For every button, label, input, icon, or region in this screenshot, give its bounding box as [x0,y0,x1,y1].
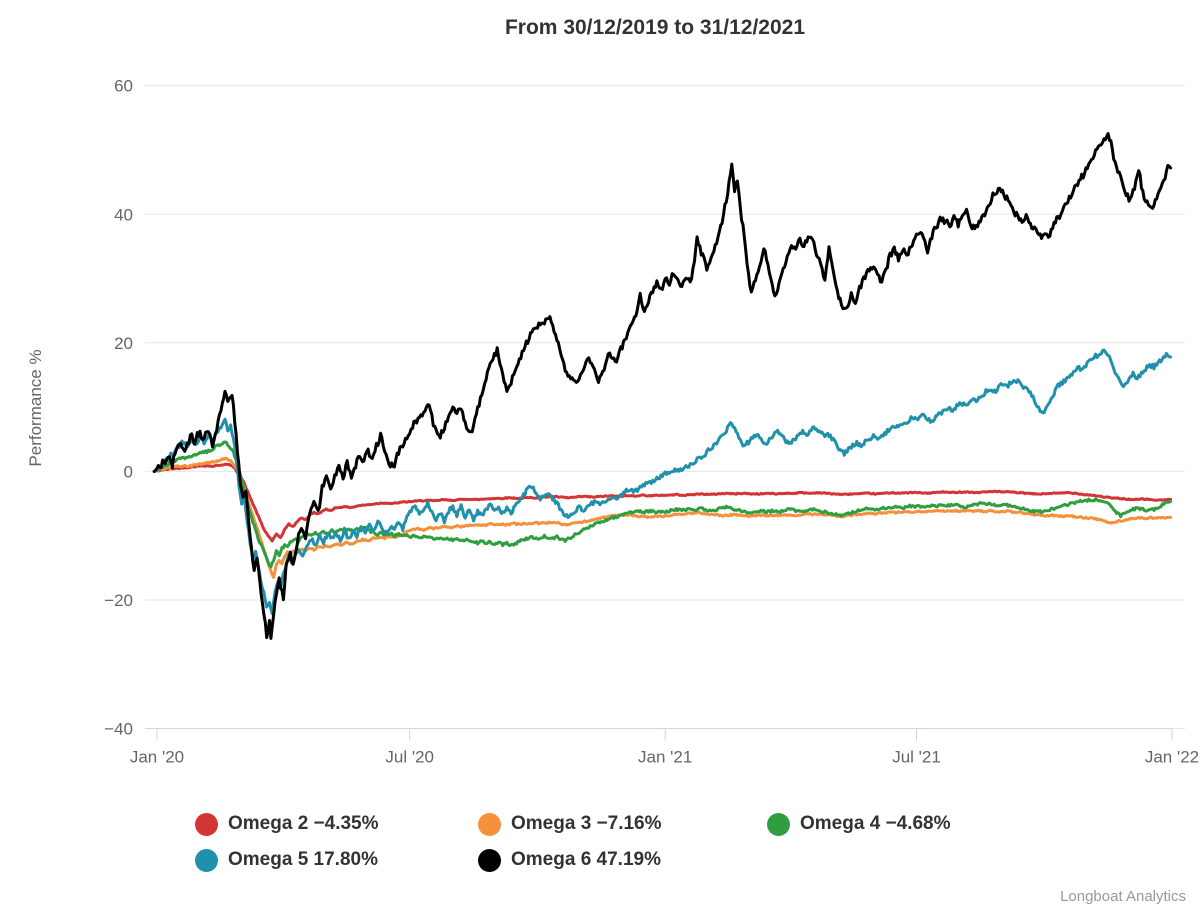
x-tick-label: Jul '21 [892,748,941,767]
legend-item-omega-2[interactable]: Omega 2 −4.35% [195,811,379,837]
y-tick-label: 20 [114,334,133,353]
x-tick-label: Jan '21 [638,748,692,767]
y-tick-label: 40 [114,205,133,224]
legend-marker-icon [195,848,218,872]
legend-item-omega-4[interactable]: Omega 4 −4.68% [767,811,951,837]
series-line-omega-3 [152,456,1173,579]
legend-label: Omega 3 −7.16% [511,813,662,834]
series-line-omega-2 [152,462,1173,543]
x-tick-label: Jan '22 [1145,748,1199,767]
legend-label: Omega 6 47.19% [511,849,661,870]
series-layer [152,132,1173,640]
chart-title: From 30/12/2019 to 31/12/2021 [504,16,806,39]
legend-marker-icon [478,812,501,836]
series-line-omega-6 [152,132,1173,640]
y-axis-title: Performance % [26,349,45,466]
legend-marker-icon [195,812,218,836]
y-tick-label: 0 [124,462,133,481]
legend-item-omega-5[interactable]: Omega 5 17.80% [195,847,378,873]
y-tick-label: −20 [104,591,133,610]
credits-link[interactable]: Longboat Analytics [1060,888,1186,905]
axis-layer: 60 40 20 0 −20 −40 Jan '20 Jul '20 Jan '21 Jul '2… [104,77,1199,767]
legend-label: Omega 5 17.80% [228,849,378,870]
y-tick-label: 60 [114,77,133,96]
x-tick-label: Jan '20 [130,748,184,767]
legend-label: Omega 2 −4.35% [228,813,379,834]
legend-label: Omega 4 −4.68% [800,813,951,834]
legend-marker-icon [767,812,790,836]
series-line-omega-4 [152,440,1173,569]
y-tick-label: −40 [104,720,133,739]
legend-marker-icon [478,848,501,872]
legend-item-omega-6[interactable]: Omega 6 47.19% [478,847,661,873]
series-line-omega-5 [152,348,1173,615]
x-tick-label: Jul '20 [385,748,434,767]
legend-item-omega-3[interactable]: Omega 3 −7.16% [478,811,662,837]
grid-layer [145,85,1185,729]
